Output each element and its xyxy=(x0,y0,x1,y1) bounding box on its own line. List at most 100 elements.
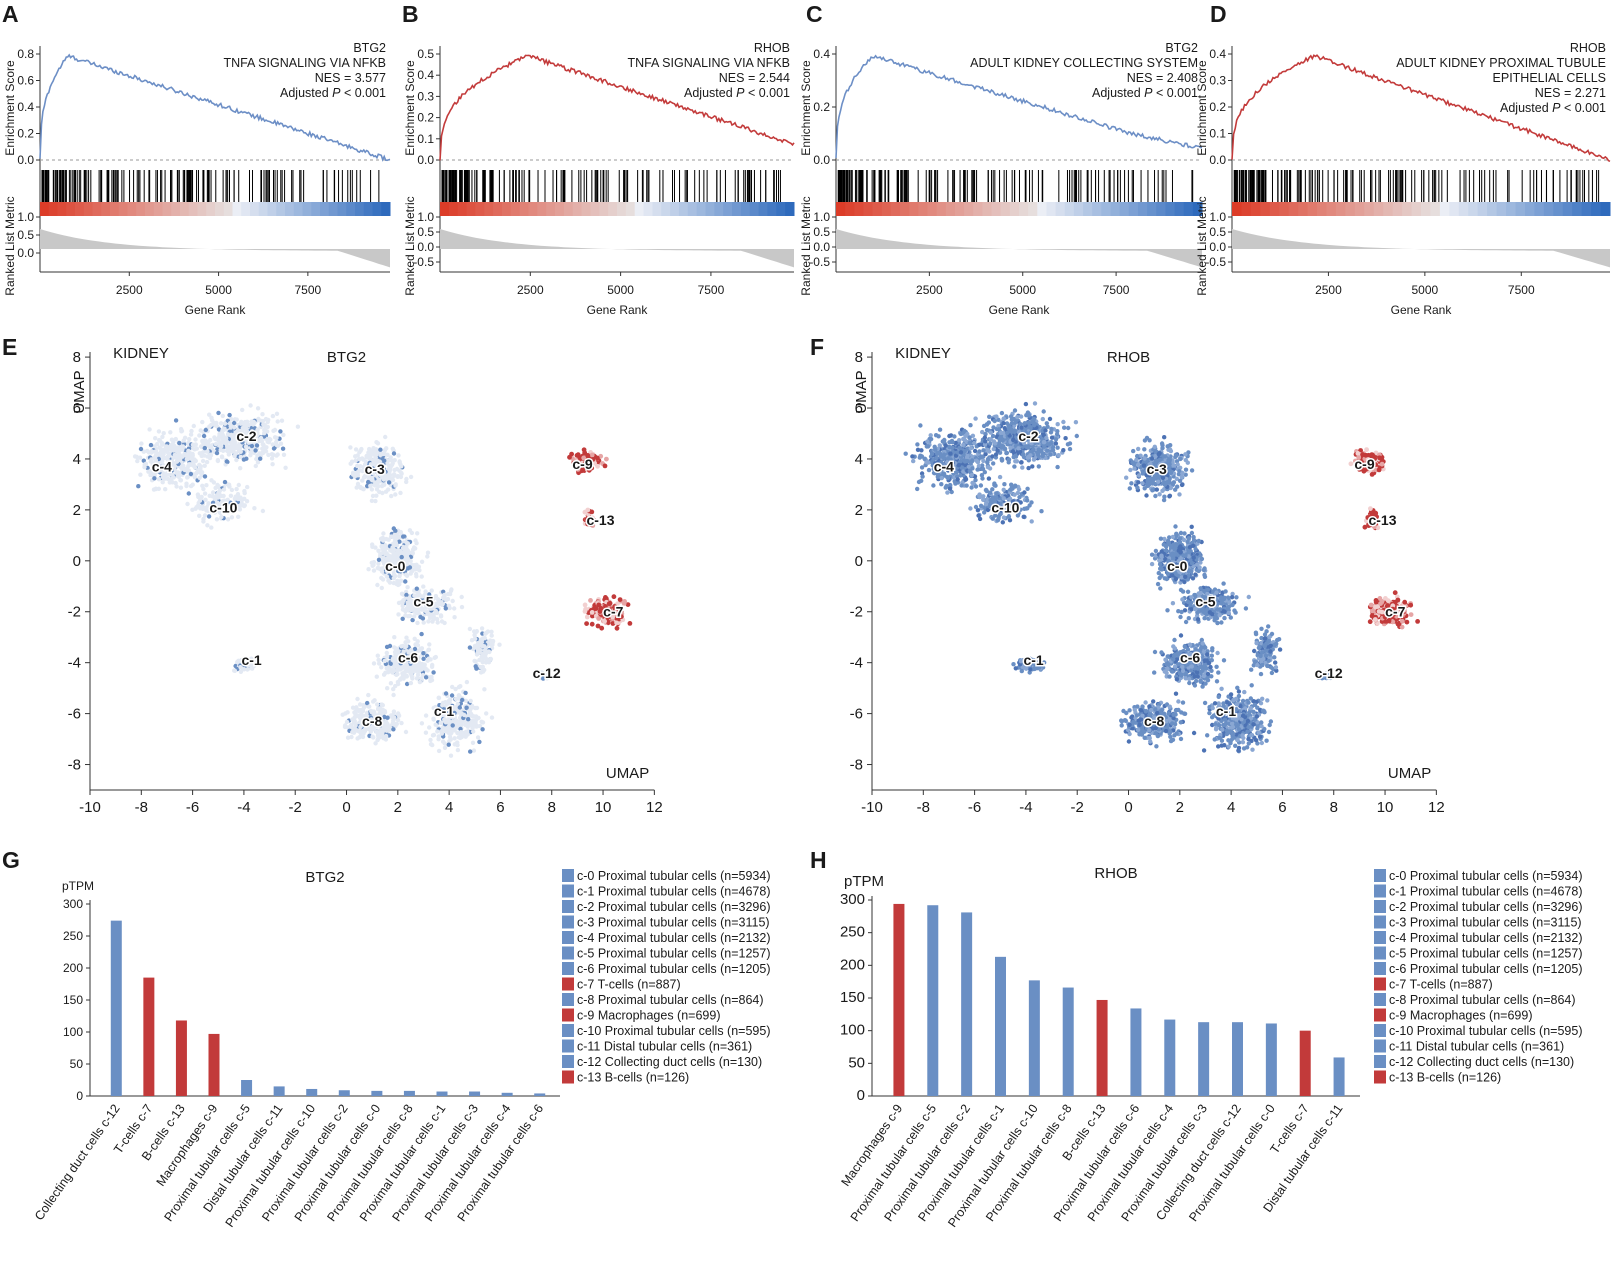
heat-segment xyxy=(845,202,855,216)
umap-point xyxy=(185,474,190,480)
umap-point xyxy=(236,482,241,488)
umap-point xyxy=(456,684,462,690)
umap-point xyxy=(489,629,494,634)
umap-point xyxy=(459,711,464,716)
x-tick-label: 7500 xyxy=(1103,283,1130,297)
umap-point xyxy=(190,482,195,487)
umap-point xyxy=(968,423,973,428)
umap-point xyxy=(1019,460,1024,465)
umap-point xyxy=(253,432,258,437)
heat-segment xyxy=(223,202,233,216)
umap-panel-2: -10 -8 -6 -4 -2 0 2 4 6 8 10 1286420-2-4-6-8UMAPUMA… xyxy=(850,345,1445,816)
umap-point xyxy=(232,502,237,507)
heat-segment xyxy=(206,202,216,216)
umap-point xyxy=(149,457,154,462)
heat-segment xyxy=(188,202,198,216)
es-tick-label: 0.1 xyxy=(1209,127,1226,141)
umap-point xyxy=(224,459,229,464)
umap-point xyxy=(274,453,279,458)
umap-point xyxy=(175,458,180,464)
umap-point xyxy=(183,452,188,457)
heat-segment xyxy=(232,202,242,216)
umap-point xyxy=(479,654,484,659)
umap-point xyxy=(473,659,478,664)
heat-segment xyxy=(466,202,476,216)
umap-point xyxy=(945,490,950,495)
umap-point xyxy=(452,736,457,741)
umap-point xyxy=(452,606,457,611)
umap-point xyxy=(918,423,923,428)
umap-point xyxy=(446,591,451,597)
umap-x-tick-label: 2 xyxy=(394,799,402,816)
heat-segment xyxy=(493,202,503,216)
umap-point xyxy=(155,441,160,447)
umap-point xyxy=(249,425,254,431)
gsea-nes: NES = 2.544 xyxy=(719,71,790,85)
heat-segment xyxy=(241,202,251,216)
umap-point xyxy=(410,617,415,623)
heat-segment xyxy=(1515,202,1526,216)
umap-point xyxy=(389,534,394,539)
umap-point xyxy=(436,695,441,700)
umap-point xyxy=(393,528,398,533)
umap-point xyxy=(209,525,214,530)
umap-point xyxy=(928,436,934,442)
gsea-nes: NES = 2.408 xyxy=(1127,71,1198,85)
umap-point xyxy=(919,448,924,453)
umap-point xyxy=(446,742,451,747)
es-tick-label: 0.3 xyxy=(417,89,434,103)
umap-point xyxy=(463,734,468,739)
es-tick-label: 0.2 xyxy=(813,100,830,114)
umap-point xyxy=(915,486,920,492)
heat-segment xyxy=(528,202,538,216)
umap-point xyxy=(380,577,386,582)
umap-point xyxy=(184,481,189,486)
umap-point xyxy=(407,565,413,570)
umap-point xyxy=(961,442,966,448)
umap-point xyxy=(348,445,353,450)
umap-point xyxy=(584,621,589,626)
umap-point xyxy=(234,486,239,492)
metric-tick-label: 0.5 xyxy=(1209,225,1226,239)
umap-point xyxy=(1055,445,1060,450)
umap-point xyxy=(470,740,476,745)
umap-point xyxy=(350,470,356,475)
heat-segment xyxy=(872,202,883,216)
umap-point xyxy=(213,508,218,514)
umap-point xyxy=(262,431,267,436)
es-axis-label: Enrichment Score xyxy=(403,60,417,156)
umap-point xyxy=(903,451,908,456)
heat-segment xyxy=(991,202,1002,216)
gsea-gene-set: TNFA SIGNALING VIA NFKB xyxy=(627,56,790,70)
heat-segment xyxy=(696,202,706,216)
heat-segment xyxy=(311,202,321,216)
umap-point xyxy=(200,438,205,444)
heat-segment xyxy=(1562,202,1573,216)
umap-point xyxy=(404,665,410,671)
umap-x-tick-label: -10 xyxy=(861,799,883,816)
metric-tick-label: 0.0 xyxy=(17,246,34,260)
umap-tissue: KIDNEY xyxy=(113,345,169,362)
umap-point xyxy=(179,464,185,469)
umap-x-tick-label: 2 xyxy=(1176,799,1184,816)
heat-segment xyxy=(197,202,207,216)
heat-segment xyxy=(1383,202,1394,216)
umap-point xyxy=(394,466,400,472)
umap-x-tick-label: -4 xyxy=(1019,799,1032,816)
umap-point xyxy=(1031,457,1037,462)
umap-point xyxy=(1055,464,1060,470)
umap-point xyxy=(197,462,202,468)
heat-segment xyxy=(1307,202,1318,216)
umap-panel-1: -10 -8 -6 -4 -2 0 2 4 6 8 10 12 8 6 4 2 0 -2 -4 -6 -8 UMAP UMA… xyxy=(68,345,663,816)
umap-point xyxy=(340,712,345,717)
umap-point xyxy=(242,435,247,440)
gsea-gene-set: TNFA SIGNALING VIA NFKB xyxy=(223,56,386,70)
umap-point xyxy=(427,642,432,647)
umap-point xyxy=(982,470,987,475)
umap-point xyxy=(392,458,397,463)
umap-point xyxy=(403,579,408,584)
umap-point xyxy=(448,753,454,758)
x-tick-label: 5000 xyxy=(607,283,634,297)
umap-point xyxy=(611,594,617,600)
heat-segment xyxy=(1335,202,1346,216)
